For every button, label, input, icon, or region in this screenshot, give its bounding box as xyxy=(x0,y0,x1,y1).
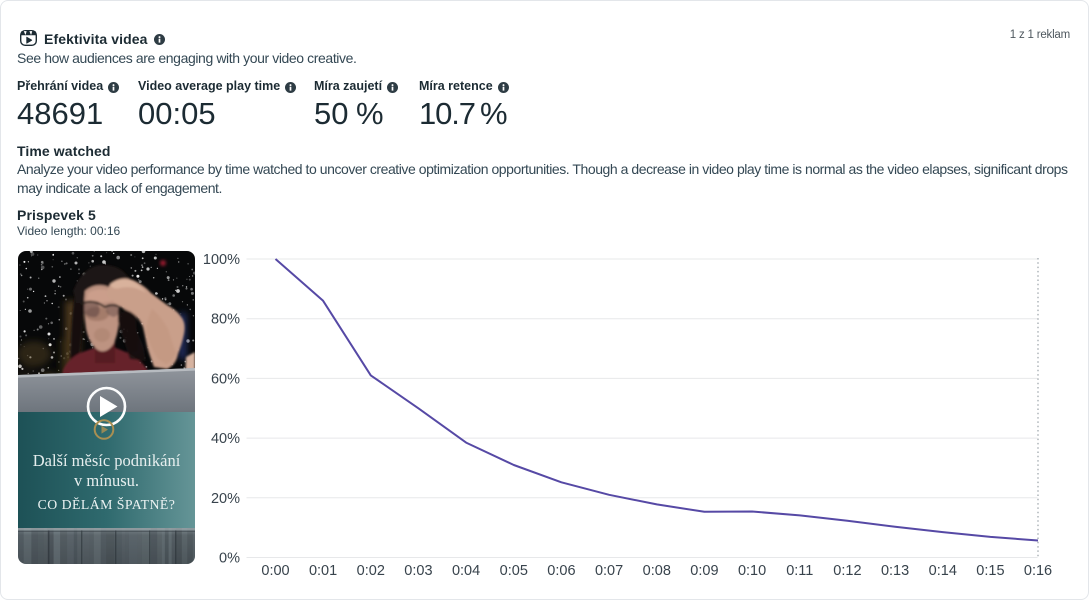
svg-text:v mínusu.: v mínusu. xyxy=(74,471,139,490)
svg-text:0:16: 0:16 xyxy=(1024,563,1052,579)
svg-text:0:14: 0:14 xyxy=(929,563,957,579)
svg-text:0:09: 0:09 xyxy=(690,563,718,579)
svg-text:0:13: 0:13 xyxy=(881,563,909,579)
svg-text:40%: 40% xyxy=(211,431,240,447)
svg-text:CO DĚLÁM ŠPATNĚ?: CO DĚLÁM ŠPATNĚ? xyxy=(38,496,176,512)
svg-text:80%: 80% xyxy=(211,312,240,328)
svg-text:0:06: 0:06 xyxy=(547,563,575,579)
svg-text:0:07: 0:07 xyxy=(595,563,623,579)
svg-text:0:11: 0:11 xyxy=(786,563,813,579)
svg-text:0:10: 0:10 xyxy=(738,563,766,579)
svg-text:0:00: 0:00 xyxy=(261,563,289,579)
svg-text:0:12: 0:12 xyxy=(833,563,861,579)
svg-text:0%: 0% xyxy=(219,551,240,567)
svg-text:0:01: 0:01 xyxy=(309,563,337,579)
svg-text:60%: 60% xyxy=(211,371,240,387)
svg-text:0:08: 0:08 xyxy=(643,563,671,579)
svg-text:0:05: 0:05 xyxy=(500,563,528,579)
svg-text:0:04: 0:04 xyxy=(452,563,480,579)
svg-text:100%: 100% xyxy=(203,252,240,268)
svg-text:Další měsíc podnikání: Další měsíc podnikání xyxy=(33,451,181,470)
svg-text:0:02: 0:02 xyxy=(357,563,385,579)
svg-text:0:03: 0:03 xyxy=(404,563,432,579)
svg-text:0:15: 0:15 xyxy=(976,563,1004,579)
svg-text:20%: 20% xyxy=(211,491,240,507)
